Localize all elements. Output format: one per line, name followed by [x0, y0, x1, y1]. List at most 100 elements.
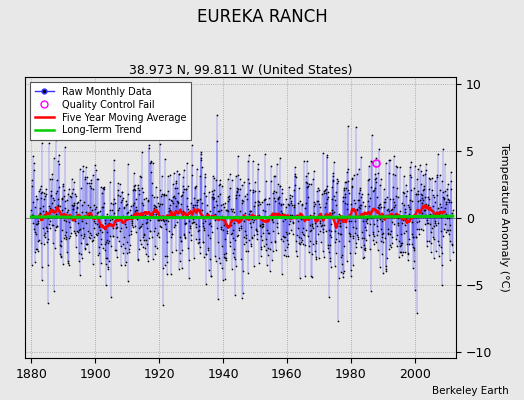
Point: [334, 274, 343, 281]
Point: [30, 249, 39, 255]
Point: [337, 269, 346, 276]
Point: [61, 198, 69, 204]
Point: [48, 170, 56, 177]
Point: [304, 233, 313, 239]
Point: [379, 186, 388, 192]
Point: [143, 225, 151, 231]
Point: [318, 213, 326, 219]
Point: [309, 176, 318, 182]
Point: [70, 179, 78, 185]
Point: [345, 238, 353, 244]
Point: [285, 183, 293, 190]
Point: [363, 209, 371, 216]
Point: [436, 201, 444, 208]
Point: [422, 161, 431, 168]
Point: [239, 290, 247, 296]
Point: [371, 176, 379, 183]
Point: [417, 181, 425, 187]
Point: [376, 181, 385, 188]
Point: [217, 183, 226, 189]
Point: [66, 193, 74, 200]
Point: [28, 177, 37, 184]
Point: [323, 244, 332, 251]
Point: [406, 172, 414, 178]
Point: [358, 218, 367, 224]
Point: [151, 204, 160, 210]
Point: [352, 225, 360, 231]
Point: [178, 192, 186, 198]
Point: [264, 245, 272, 251]
Point: [215, 207, 223, 214]
Point: [170, 224, 179, 230]
Point: [307, 215, 315, 221]
Point: [320, 254, 329, 260]
Point: [243, 191, 252, 197]
Point: [376, 263, 384, 270]
Point: [331, 239, 339, 245]
Point: [420, 207, 428, 214]
Point: [178, 265, 187, 272]
Point: [173, 168, 181, 174]
Point: [285, 202, 293, 208]
Point: [445, 238, 454, 244]
Point: [281, 204, 290, 210]
Point: [412, 191, 420, 198]
Point: [182, 212, 191, 218]
Point: [418, 210, 427, 216]
Point: [79, 235, 87, 241]
Point: [93, 210, 101, 216]
Point: [62, 249, 71, 256]
Point: [174, 170, 183, 177]
Point: [191, 236, 200, 242]
Point: [304, 248, 313, 255]
Point: [341, 200, 350, 206]
Point: [232, 195, 240, 201]
Point: [355, 204, 363, 210]
Point: [335, 220, 344, 226]
Point: [77, 185, 85, 191]
Point: [48, 222, 57, 228]
Point: [409, 247, 418, 253]
Point: [65, 262, 73, 268]
Point: [361, 247, 369, 254]
Point: [152, 213, 160, 219]
Point: [124, 161, 133, 168]
Y-axis label: Temperature Anomaly (°C): Temperature Anomaly (°C): [499, 143, 509, 292]
Point: [227, 231, 235, 237]
Point: [126, 228, 135, 234]
Point: [379, 199, 388, 205]
Point: [256, 246, 265, 253]
Point: [299, 215, 308, 222]
Point: [258, 199, 266, 205]
Point: [71, 229, 79, 236]
Point: [342, 178, 351, 185]
Point: [305, 222, 314, 229]
Point: [442, 210, 450, 217]
Point: [163, 214, 172, 220]
Point: [292, 238, 300, 244]
Point: [184, 183, 193, 190]
Point: [70, 200, 78, 206]
Point: [403, 188, 411, 194]
Point: [439, 194, 447, 200]
Point: [41, 230, 50, 236]
Point: [151, 225, 159, 232]
Point: [141, 195, 150, 201]
Point: [270, 173, 278, 179]
Point: [211, 217, 220, 223]
Point: [393, 164, 401, 170]
Point: [59, 183, 67, 189]
Point: [296, 241, 304, 247]
Point: [243, 158, 252, 164]
Point: [357, 202, 365, 208]
Point: [228, 206, 237, 213]
Point: [344, 166, 353, 173]
Point: [93, 231, 102, 238]
Point: [98, 190, 106, 196]
Point: [80, 176, 89, 183]
Point: [113, 254, 121, 260]
Point: [415, 218, 423, 224]
Point: [327, 264, 335, 270]
Point: [363, 216, 371, 222]
Point: [205, 208, 214, 214]
